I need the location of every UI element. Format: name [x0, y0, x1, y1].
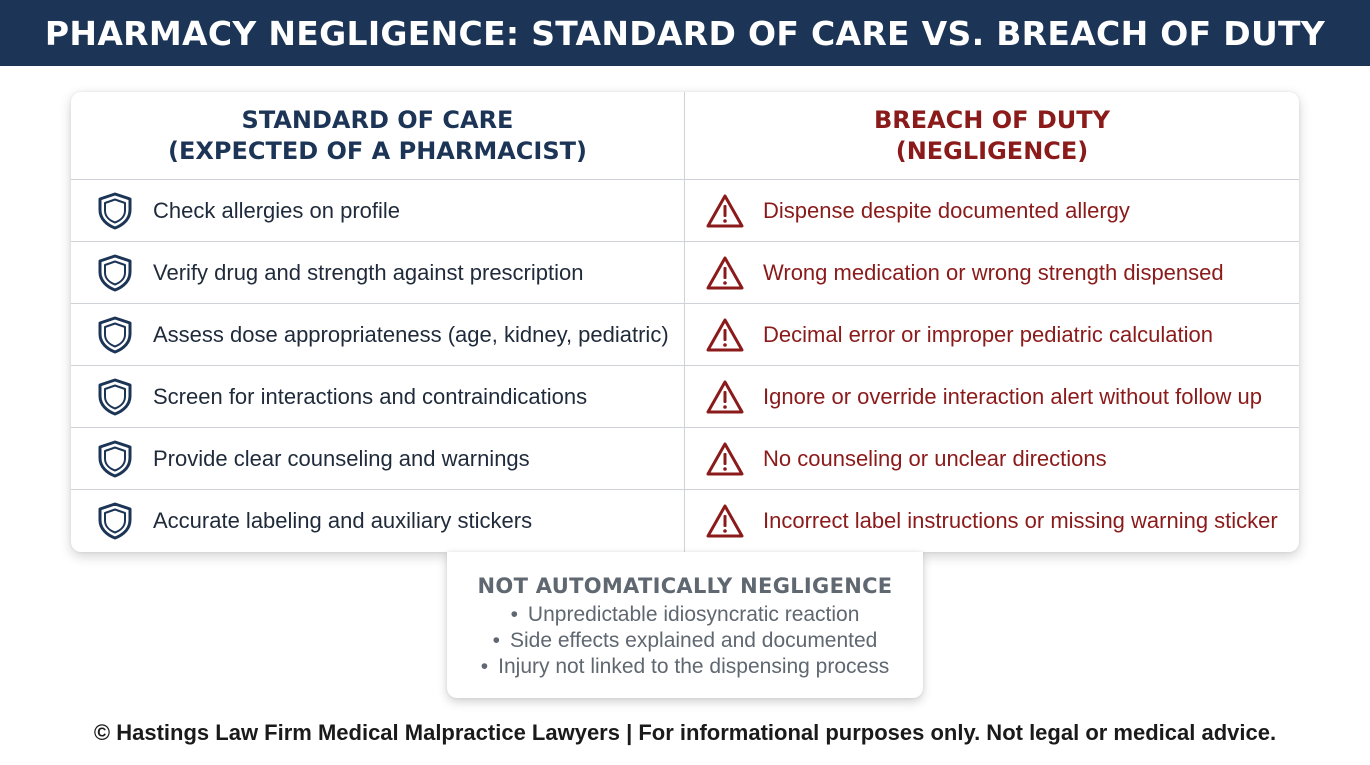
- warning-icon: [705, 439, 745, 479]
- standard-of-care-header: STANDARD OF CARE (EXPECTED OF A PHARMACI…: [71, 92, 685, 179]
- warning-icon: [705, 191, 745, 231]
- not-negligence-item: Injury not linked to the dispensing proc…: [447, 654, 923, 680]
- breach-cell: Incorrect label instructions or missing …: [685, 490, 1299, 552]
- shield-icon: [95, 315, 135, 355]
- breach-cell: Decimal error or improper pediatric calc…: [685, 304, 1299, 365]
- standard-text: Provide clear counseling and warnings: [153, 445, 530, 471]
- footer-disclaimer: © Hastings Law Firm Medical Malpractice …: [93, 720, 1277, 745]
- standard-text: Screen for interactions and contraindica…: [153, 383, 588, 409]
- standard-cell: Check allergies on profile: [71, 180, 685, 241]
- breach-text: Dispense despite documented allergy: [763, 197, 1130, 223]
- shield-icon: [95, 501, 135, 541]
- breach-of-duty-header-line-1: BREACH OF DUTY: [873, 105, 1111, 134]
- breach-cell: Dispense despite documented allergy: [685, 180, 1299, 241]
- table-row: Verify drug and strength against prescri…: [71, 242, 1299, 304]
- standard-cell: Provide clear counseling and warnings: [71, 428, 685, 489]
- warning-icon: [705, 377, 745, 417]
- breach-text: Wrong medication or wrong strength dispe…: [763, 259, 1224, 285]
- standard-text: Check allergies on profile: [153, 197, 401, 223]
- breach-text: No counseling or unclear directions: [763, 445, 1107, 471]
- shield-icon: [95, 439, 135, 479]
- breach-text: Decimal error or improper pediatric calc…: [763, 321, 1213, 347]
- warning-icon: [705, 315, 745, 355]
- standard-text: Accurate labeling and auxiliary stickers: [153, 508, 533, 533]
- page-header: PHARMACY NEGLIGENCE: STANDARD OF CARE VS…: [0, 0, 1370, 66]
- table-row: Provide clear counseling and warnings No …: [71, 428, 1299, 490]
- table-row: Check allergies on profile Dispense despi…: [71, 180, 1299, 242]
- warning-icon: [705, 501, 745, 541]
- standard-cell: Accurate labeling and auxiliary stickers: [71, 490, 685, 552]
- breach-cell: No counseling or unclear directions: [685, 428, 1299, 489]
- standard-of-care-header-line-2: (EXPECTED OF A PHARMACIST): [168, 136, 587, 165]
- page-title: PHARMACY NEGLIGENCE: STANDARD OF CARE VS…: [44, 13, 1326, 53]
- shield-icon: [95, 191, 135, 231]
- standard-cell: Assess dose appropriateness (age, kidney…: [71, 304, 685, 365]
- breach-text: Ignore or override interaction alert wit…: [763, 383, 1262, 409]
- warning-icon: [705, 253, 745, 293]
- table-header-row: STANDARD OF CARE (EXPECTED OF A PHARMACI…: [71, 92, 1299, 180]
- breach-of-duty-header-line-2: (NEGLIGENCE): [895, 136, 1089, 165]
- breach-cell: Wrong medication or wrong strength dispe…: [685, 242, 1299, 303]
- shield-icon: [95, 377, 135, 417]
- table-row: Accurate labeling and auxiliary stickers…: [71, 490, 1299, 552]
- standard-of-care-header-line-1: STANDARD OF CARE: [241, 105, 514, 134]
- not-negligence-box: NOT AUTOMATICALLY NEGLIGENCE Unpredictab…: [447, 552, 923, 698]
- shield-icon: [95, 253, 135, 293]
- standard-text: Verify drug and strength against prescri…: [153, 259, 584, 285]
- standard-cell: Verify drug and strength against prescri…: [71, 242, 685, 303]
- not-negligence-title: NOT AUTOMATICALLY NEGLIGENCE: [477, 574, 893, 598]
- breach-of-duty-header: BREACH OF DUTY (NEGLIGENCE): [685, 92, 1299, 179]
- breach-cell: Ignore or override interaction alert wit…: [685, 366, 1299, 427]
- standard-cell: Screen for interactions and contraindica…: [71, 366, 685, 427]
- table-row: Assess dose appropriateness (age, kidney…: [71, 304, 1299, 366]
- not-negligence-list: Unpredictable idiosyncratic reactionSide…: [447, 602, 923, 680]
- not-negligence-item: Side effects explained and documented: [447, 628, 923, 654]
- table-row: Screen for interactions and contraindica…: [71, 366, 1299, 428]
- breach-text: Incorrect label instructions or missing …: [763, 508, 1278, 533]
- not-negligence-item: Unpredictable idiosyncratic reaction: [447, 602, 923, 628]
- standard-text: Assess dose appropriateness (age, kidney…: [153, 321, 669, 347]
- table-body: Check allergies on profile Dispense despi…: [71, 180, 1299, 552]
- comparison-table: STANDARD OF CARE (EXPECTED OF A PHARMACI…: [71, 92, 1299, 552]
